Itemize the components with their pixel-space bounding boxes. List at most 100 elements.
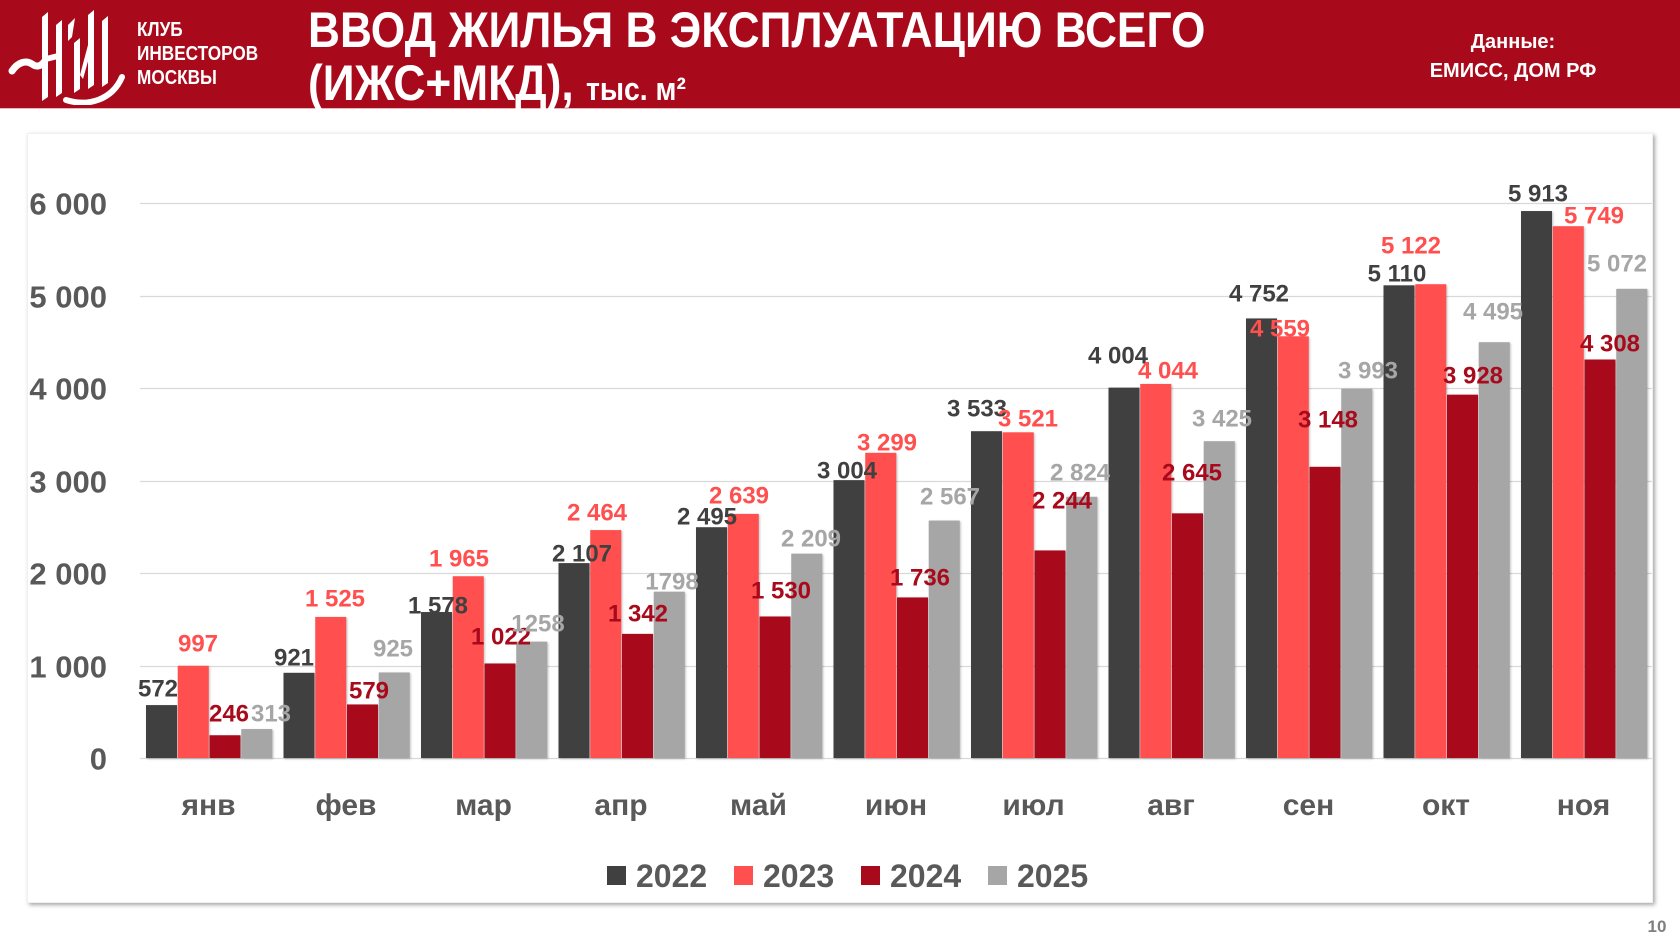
data-label-2022: 5 913: [1508, 181, 1568, 208]
club-name: КЛУБ ИНВЕСТОРОВ МОСКВЫ: [137, 18, 258, 90]
bar-2025-сен: [1341, 388, 1373, 758]
bar-2022-сен: [1246, 318, 1277, 758]
data-label-2023: 997: [178, 631, 218, 658]
bar-2022-мар: [421, 612, 452, 758]
data-source-value: ЕМИСС, ДОМ РФ: [1429, 60, 1597, 82]
bar-2024-окт: [1447, 394, 1478, 758]
x-category-label: апр: [594, 789, 647, 822]
bar-2023-сен: [1277, 336, 1309, 758]
data-label-2022: 4 752: [1229, 281, 1289, 308]
bar-2024-июн: [897, 597, 928, 758]
bar-2023-янв: [177, 665, 209, 758]
club-name-line: КЛУБ: [137, 19, 183, 41]
legend-swatch-2024: [861, 866, 880, 885]
bar-2025-авг: [1203, 441, 1235, 758]
bar-2025-ноя: [1616, 288, 1648, 758]
bar-2023-июн: [865, 452, 897, 758]
bar-2024-апр: [622, 633, 653, 758]
legend-label-2024: 2024: [890, 858, 961, 894]
x-category-label: мар: [455, 789, 512, 822]
data-label-2023: 4 044: [1138, 358, 1199, 385]
data-label-2022: 572: [138, 676, 178, 703]
bar-2023-окт: [1415, 284, 1447, 758]
x-category-label: янв: [180, 789, 235, 822]
club-name-line: ИНВЕСТОРОВ: [137, 43, 259, 65]
data-label-2024: 1 342: [608, 601, 668, 628]
data-label-2024: 579: [349, 678, 389, 705]
bar-2024-фев: [347, 704, 378, 758]
data-label-2023: 3 299: [857, 430, 917, 457]
data-label-2024: 246: [209, 701, 249, 728]
club-name-line: МОСКВЫ: [137, 67, 217, 89]
bars: [146, 211, 1648, 759]
x-axis-labels: янв фев мар апр май июн июл авг сен окт ноя: [180, 789, 1610, 822]
x-category-label: окт: [1422, 789, 1470, 822]
data-label-2025: 5 072: [1587, 251, 1647, 278]
data-label-2024: 2 244: [1032, 488, 1093, 515]
x-category-label: авг: [1147, 789, 1195, 822]
data-label-2023: 3 521: [998, 406, 1058, 433]
x-category-label: сен: [1283, 789, 1335, 822]
data-label-2023: 2 464: [567, 500, 628, 527]
data-label-2024: 1 022: [471, 624, 531, 651]
legend-swatch-2025: [988, 866, 1007, 885]
data-label-2022: 1 578: [408, 593, 468, 620]
bar-2024-ноя: [1584, 359, 1616, 758]
data-label-2024: 1 530: [751, 578, 811, 605]
data-label-2025: 1798: [645, 569, 698, 596]
bar-2023-фев: [315, 616, 347, 758]
data-label-2025: 3 425: [1192, 406, 1252, 433]
bar-2025-окт: [1478, 342, 1510, 758]
legend: 2022 2023 2024 2025: [607, 858, 1088, 894]
y-axis-labels: 0 1 000 2 000 3 000 4 000 5 000 6 000: [29, 187, 107, 777]
bar-2025-янв: [241, 729, 273, 758]
page-title-main: (ИЖС+МКД),: [308, 55, 574, 111]
legend-label-2023: 2023: [763, 858, 834, 894]
bar-2023-май: [727, 513, 759, 758]
data-label-2022: 2 495: [677, 504, 737, 531]
y-tick-label: 0: [90, 742, 107, 777]
legend-label-2022: 2022: [636, 858, 707, 894]
y-tick-label: 2 000: [29, 557, 107, 592]
y-tick-label: 1 000: [29, 650, 107, 685]
x-category-label: июл: [1002, 789, 1064, 822]
bar-2022-янв: [146, 705, 177, 758]
x-category-label: май: [730, 789, 787, 822]
data-label-2023: 1 525: [305, 586, 365, 613]
bar-2023-мар: [452, 576, 484, 758]
club-logo-icon: [8, 10, 125, 105]
page-title-line1: ВВОД ЖИЛЬЯ В ЭКСПЛУАТАЦИЮ ВСЕГО: [308, 2, 1206, 58]
y-tick-label: 4 000: [29, 372, 107, 407]
x-category-label: фев: [316, 789, 377, 822]
x-category-label: ноя: [1557, 789, 1611, 822]
bar-2025-июн: [928, 520, 960, 758]
bar-2023-ноя: [1552, 226, 1584, 758]
bar-2024-авг: [1172, 513, 1203, 758]
legend-swatch-2023: [734, 866, 753, 885]
bar-2025-мар: [516, 641, 548, 758]
x-category-label: июн: [865, 789, 927, 822]
bar-2023-июл: [1002, 432, 1034, 758]
data-label-2024: 3 928: [1443, 363, 1503, 390]
data-label-2025: 925: [373, 636, 413, 663]
data-label-2022: 3 004: [817, 458, 878, 485]
bar-2024-мар: [484, 663, 516, 758]
data-label-2024: 3 148: [1298, 407, 1358, 434]
bar-2024-янв: [209, 735, 241, 758]
data-label-2023: 4 559: [1250, 316, 1310, 343]
data-label-2025: 2 567: [920, 484, 980, 511]
page-number: 10: [1647, 917, 1667, 936]
data-label-2022: 921: [274, 645, 314, 672]
data-label-2025: 4 495: [1463, 299, 1523, 326]
bar-2025-июл: [1066, 496, 1098, 758]
data-label-2025: 313: [251, 701, 291, 728]
y-tick-label: 3 000: [29, 465, 107, 500]
y-tick-label: 6 000: [29, 187, 107, 222]
data-label-2022: 2 107: [552, 541, 612, 568]
bar-2023-авг: [1140, 383, 1172, 758]
bar-2024-сен: [1309, 466, 1341, 758]
header-bar: КЛУБ ИНВЕСТОРОВ МОСКВЫ ВВОД ЖИЛЬЯ В ЭКСП…: [0, 0, 1680, 109]
data-label-2022: 4 004: [1088, 343, 1149, 370]
